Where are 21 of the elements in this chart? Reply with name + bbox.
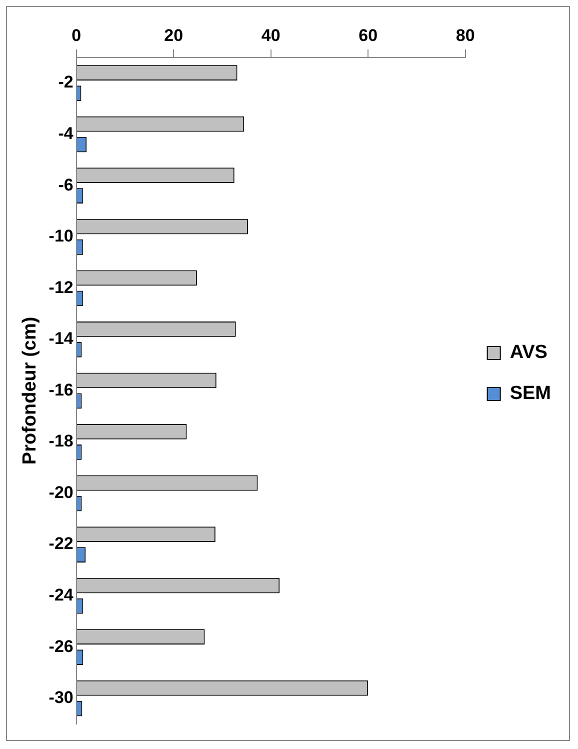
x-tick-label: 80 xyxy=(456,26,475,45)
y-tick-label: -12 xyxy=(48,278,74,297)
legend-label: AVS xyxy=(510,342,548,364)
y-tick-label: -24 xyxy=(48,585,74,604)
x-tick-label: 0 xyxy=(72,26,82,45)
legend-label: SEM xyxy=(510,383,552,404)
x-tick-label: 40 xyxy=(261,26,280,45)
y-tick-label: -6 xyxy=(58,175,74,194)
x-tick-label: 20 xyxy=(164,26,184,45)
y-tick-label: -2 xyxy=(58,72,74,92)
y-axis-title: Profondeur (cm) xyxy=(20,316,41,465)
y-tick-label: -16 xyxy=(48,380,74,400)
y-tick-label: -18 xyxy=(48,432,74,451)
y-tick-label: -26 xyxy=(48,636,74,656)
y-tick-label: -14 xyxy=(48,329,74,348)
y-tick-label: -30 xyxy=(48,688,74,708)
x-tick-label: 60 xyxy=(358,26,378,45)
y-tick-label: -20 xyxy=(48,482,74,502)
y-tick-label: -10 xyxy=(48,226,74,246)
y-tick-label: -22 xyxy=(48,534,74,554)
y-tick-label: -4 xyxy=(58,124,74,144)
